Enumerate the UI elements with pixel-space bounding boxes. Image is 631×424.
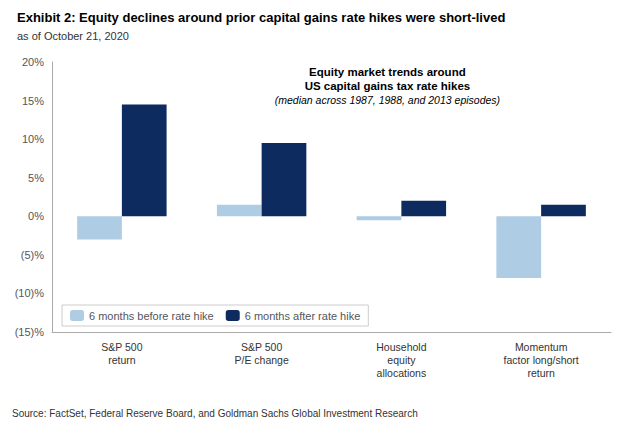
svg-text:20%: 20% xyxy=(22,56,44,68)
svg-text:US capital gains tax rate hike: US capital gains tax rate hikes xyxy=(305,80,471,92)
svg-text:S&P 500: S&P 500 xyxy=(241,341,282,353)
svg-text:equity: equity xyxy=(387,354,416,366)
svg-text:P/E change: P/E change xyxy=(234,354,288,366)
svg-text:Equity market trends around: Equity market trends around xyxy=(309,66,466,78)
svg-text:(median across 1987, 1988, and: (median across 1987, 1988, and 2013 epis… xyxy=(275,94,500,106)
svg-text:6 months after rate hike: 6 months after rate hike xyxy=(245,310,361,322)
svg-text:return: return xyxy=(527,367,555,379)
svg-text:Momentum: Momentum xyxy=(515,341,568,353)
svg-text:allocations: allocations xyxy=(377,367,427,379)
svg-text:6 months before rate hike: 6 months before rate hike xyxy=(89,310,214,322)
svg-text:Source: FactSet, Federal Reser: Source: FactSet, Federal Reserve Board, … xyxy=(12,408,418,419)
svg-text:(15)%: (15)% xyxy=(15,326,45,338)
svg-text:factor long/short: factor long/short xyxy=(503,354,578,366)
svg-text:as of October 21, 2020: as of October 21, 2020 xyxy=(17,30,129,42)
svg-text:S&P 500: S&P 500 xyxy=(101,341,142,353)
svg-text:Household: Household xyxy=(376,341,426,353)
svg-text:0%: 0% xyxy=(28,210,44,222)
svg-text:15%: 15% xyxy=(22,95,44,107)
svg-text:10%: 10% xyxy=(22,133,44,145)
svg-text:(10)%: (10)% xyxy=(15,287,45,299)
svg-text:5%: 5% xyxy=(28,172,44,184)
svg-text:return: return xyxy=(108,354,136,366)
svg-text:Exhibit 2: Equity declines aro: Exhibit 2: Equity declines around prior … xyxy=(17,10,505,25)
svg-text:(5)%: (5)% xyxy=(21,249,44,261)
